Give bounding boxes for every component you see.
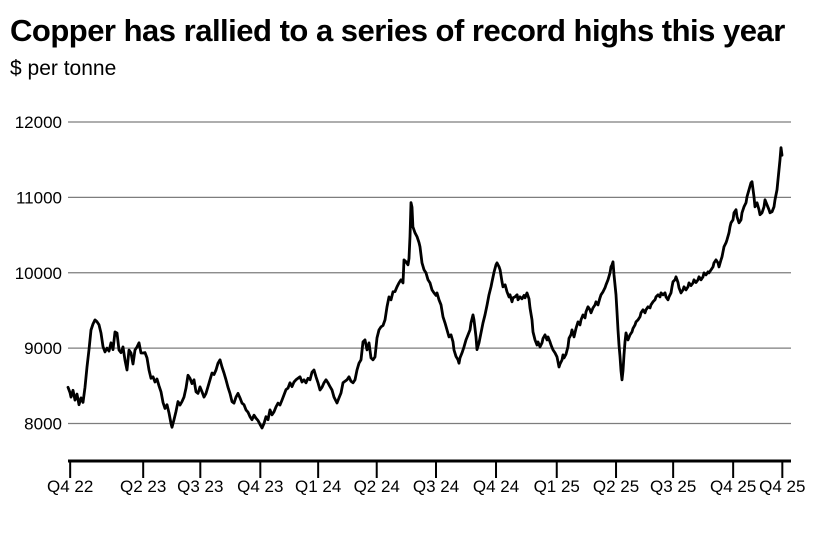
x-axis-label-12: Q4 25 [759,477,805,496]
x-axis-label-1: Q2 23 [120,477,166,496]
x-axis-label-0: Q4 22 [47,477,93,496]
chart-subtitle: $ per tonne [10,57,117,80]
y-axis-label-11000: 11000 [16,188,62,207]
x-axis-label-3: Q4 23 [237,477,283,496]
price-line-copper [66,146,784,430]
x-axis-label-8: Q1 25 [534,477,580,496]
y-axis-label-10000: 10000 [15,264,62,283]
x-axis-label-7: Q4 24 [473,477,519,496]
x-axis-label-4: Q1 24 [295,477,341,496]
x-axis-label-10: Q3 25 [650,477,696,496]
x-axis-label-5: Q2 24 [354,477,400,496]
y-axis-label-8000: 8000 [24,415,62,434]
chart-title: Copper has rallied to a series of record… [10,13,785,48]
y-axis-label-9000: 9000 [24,339,62,358]
x-axis-line [68,459,791,463]
x-axis-label-2: Q3 23 [177,477,223,496]
x-axis-label-11: Q4 25 [710,477,756,496]
x-axis-label-9: Q2 25 [593,477,639,496]
x-axis-label-6: Q3 24 [413,477,459,496]
y-axis-label-12000: 12000 [15,113,62,132]
